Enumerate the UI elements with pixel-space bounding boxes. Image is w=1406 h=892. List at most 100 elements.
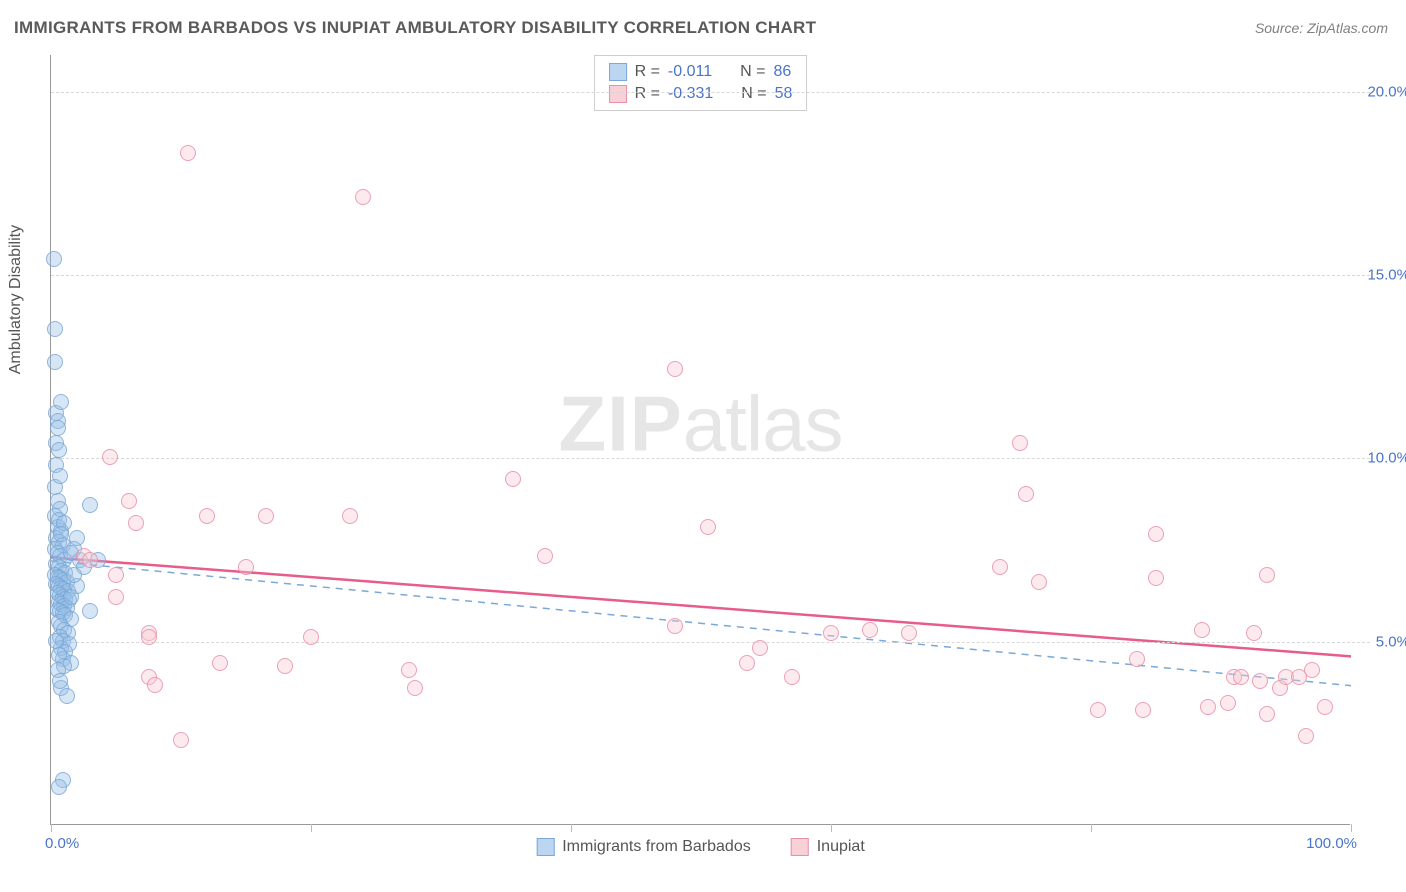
scatter-point bbox=[1317, 699, 1333, 715]
legend-row-series1: R = -0.011 N = 86 bbox=[609, 61, 793, 83]
source-name: ZipAtlas.com bbox=[1307, 20, 1388, 36]
scatter-point bbox=[51, 442, 67, 458]
scatter-point bbox=[1220, 695, 1236, 711]
scatter-point bbox=[108, 589, 124, 605]
legend-correlation-box: R = -0.011 N = 86 R = -0.331 N = 58 bbox=[594, 55, 808, 111]
grid-line-horizontal bbox=[51, 642, 1370, 643]
scatter-point bbox=[901, 625, 917, 641]
chart-title: IMMIGRANTS FROM BARBADOS VS INUPIAT AMBU… bbox=[14, 18, 816, 38]
scatter-point bbox=[1259, 706, 1275, 722]
y-tick-label: 10.0% bbox=[1367, 450, 1406, 467]
scatter-point bbox=[173, 732, 189, 748]
x-tick-mark bbox=[1091, 824, 1092, 832]
scatter-point bbox=[355, 189, 371, 205]
legend-swatch-blue bbox=[536, 838, 554, 856]
scatter-point bbox=[823, 625, 839, 641]
scatter-point bbox=[147, 677, 163, 693]
scatter-point bbox=[128, 515, 144, 531]
scatter-point bbox=[1135, 702, 1151, 718]
scatter-point bbox=[63, 589, 79, 605]
scatter-point bbox=[1148, 526, 1164, 542]
x-tick-mark bbox=[311, 824, 312, 832]
chart-container: IMMIGRANTS FROM BARBADOS VS INUPIAT AMBU… bbox=[0, 0, 1406, 892]
legend-swatch-pink bbox=[609, 85, 627, 103]
scatter-point bbox=[212, 655, 228, 671]
r-value-1: -0.011 bbox=[668, 63, 712, 81]
r-value-2: -0.331 bbox=[668, 85, 713, 103]
scatter-point bbox=[52, 468, 68, 484]
n-value-2: 58 bbox=[775, 85, 793, 103]
scatter-point bbox=[48, 633, 64, 649]
scatter-point bbox=[784, 669, 800, 685]
trend-lines bbox=[51, 55, 1350, 824]
scatter-point bbox=[59, 688, 75, 704]
legend-row-series2: R = -0.331 N = 58 bbox=[609, 83, 793, 105]
scatter-point bbox=[53, 394, 69, 410]
scatter-point bbox=[1148, 570, 1164, 586]
scatter-point bbox=[277, 658, 293, 674]
scatter-point bbox=[1129, 651, 1145, 667]
scatter-point bbox=[1200, 699, 1216, 715]
scatter-point bbox=[50, 420, 66, 436]
scatter-point bbox=[102, 449, 118, 465]
scatter-point bbox=[505, 471, 521, 487]
y-tick-label: 15.0% bbox=[1367, 267, 1406, 284]
scatter-point bbox=[69, 530, 85, 546]
r-label: R = bbox=[635, 85, 660, 103]
grid-line-horizontal bbox=[51, 275, 1370, 276]
scatter-point bbox=[180, 145, 196, 161]
scatter-point bbox=[1090, 702, 1106, 718]
r-label: R = bbox=[635, 63, 660, 81]
legend-series-names: Immigrants from Barbados Inupiat bbox=[536, 838, 865, 856]
scatter-point bbox=[667, 618, 683, 634]
scatter-point bbox=[407, 680, 423, 696]
legend-label-1: Immigrants from Barbados bbox=[562, 838, 751, 856]
scatter-point bbox=[52, 673, 68, 689]
scatter-point bbox=[46, 251, 62, 267]
scatter-point bbox=[1259, 567, 1275, 583]
scatter-point bbox=[51, 647, 67, 663]
scatter-point bbox=[700, 519, 716, 535]
y-axis-title: Ambulatory Disability bbox=[7, 225, 25, 374]
y-tick-label: 5.0% bbox=[1376, 633, 1406, 650]
scatter-point bbox=[752, 640, 768, 656]
n-label: N = bbox=[740, 63, 765, 81]
scatter-point bbox=[739, 655, 755, 671]
scatter-point bbox=[1012, 435, 1028, 451]
legend-label-2: Inupiat bbox=[817, 838, 865, 856]
x-tick-label: 0.0% bbox=[45, 835, 79, 852]
scatter-point bbox=[537, 548, 553, 564]
scatter-point bbox=[342, 508, 358, 524]
scatter-point bbox=[238, 559, 254, 575]
x-tick-label: 100.0% bbox=[1306, 835, 1357, 852]
scatter-point bbox=[1018, 486, 1034, 502]
x-tick-mark bbox=[571, 824, 572, 832]
n-label: N = bbox=[741, 85, 766, 103]
scatter-point bbox=[51, 779, 67, 795]
grid-line-horizontal bbox=[51, 92, 1370, 93]
scatter-point bbox=[66, 567, 82, 583]
scatter-point bbox=[303, 629, 319, 645]
scatter-point bbox=[53, 526, 69, 542]
scatter-point bbox=[1304, 662, 1320, 678]
legend-item-1: Immigrants from Barbados bbox=[536, 838, 751, 856]
source-attribution: Source: ZipAtlas.com bbox=[1255, 20, 1388, 36]
legend-swatch-blue bbox=[609, 63, 627, 81]
scatter-point bbox=[1298, 728, 1314, 744]
scatter-point bbox=[82, 603, 98, 619]
scatter-point bbox=[199, 508, 215, 524]
legend-item-2: Inupiat bbox=[791, 838, 865, 856]
x-tick-mark bbox=[51, 824, 52, 832]
x-tick-mark bbox=[831, 824, 832, 832]
source-label: Source: bbox=[1255, 20, 1307, 36]
scatter-point bbox=[108, 567, 124, 583]
legend-swatch-pink bbox=[791, 838, 809, 856]
scatter-point bbox=[47, 321, 63, 337]
scatter-point bbox=[667, 361, 683, 377]
plot-area: ZIPatlas R = -0.011 N = 86 R = -0.331 N … bbox=[50, 55, 1350, 825]
scatter-point bbox=[47, 354, 63, 370]
scatter-point bbox=[82, 552, 98, 568]
y-tick-label: 20.0% bbox=[1367, 83, 1406, 100]
x-tick-mark bbox=[1351, 824, 1352, 832]
scatter-point bbox=[258, 508, 274, 524]
